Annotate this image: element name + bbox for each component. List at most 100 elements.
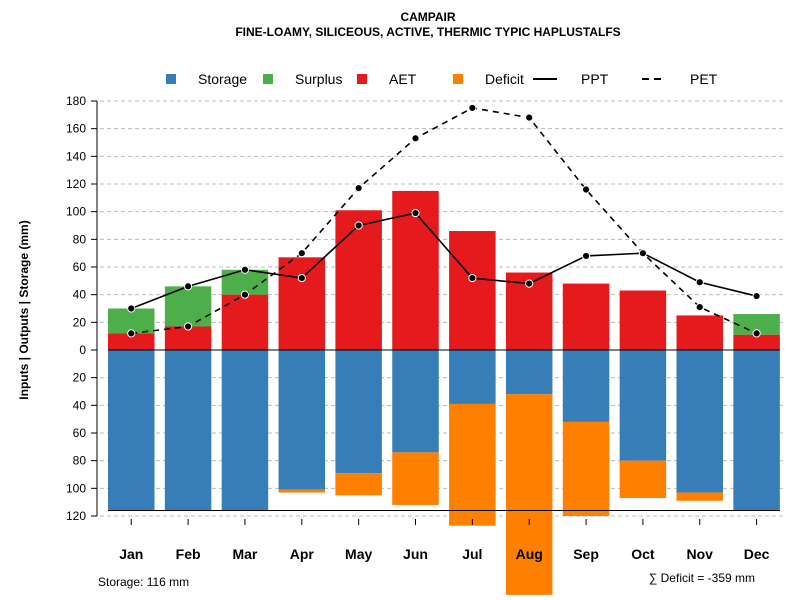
pet-point <box>354 184 363 193</box>
legend-label-pet: PET <box>690 71 718 87</box>
ppt-point <box>695 278 704 287</box>
pet-line <box>131 107 757 335</box>
pet-point <box>525 113 534 122</box>
storage-bar-jul <box>449 350 496 404</box>
y-tick-label: 40 <box>73 288 87 302</box>
storage-bar-jan <box>108 350 155 511</box>
storage-bar-feb <box>164 350 212 511</box>
pet-point <box>581 185 591 194</box>
y-tick-label: 100 <box>66 205 86 219</box>
storage-bar-aug <box>505 350 553 395</box>
pet-point <box>127 329 136 338</box>
storage-bar-nov <box>676 350 723 493</box>
aet-bar-dec <box>733 334 780 350</box>
pet-point <box>752 329 761 338</box>
storage-bar-apr <box>278 350 326 490</box>
month-label-mar: Mar <box>232 546 257 562</box>
chart-title: CAMPAIR <box>400 10 455 24</box>
pet-point <box>240 290 250 299</box>
legend-label-storage: Storage <box>198 71 247 87</box>
deficit-bar-apr <box>278 489 326 493</box>
y-tick-label: 180 <box>66 94 86 108</box>
y-tick-label: 120 <box>66 509 86 523</box>
aet-bar-oct <box>619 290 667 350</box>
x-axis: Jan Feb Mar Apr May Jun Jul Aug Sep Oct Nov Dec <box>119 519 770 562</box>
pet-point <box>695 303 704 312</box>
surplus-bar-jan <box>108 308 155 334</box>
aet-bar-feb <box>164 326 212 350</box>
deficit-bar-aug <box>505 394 553 595</box>
month-label-may: May <box>345 546 372 562</box>
aet-bar-jun <box>392 190 439 350</box>
aet-bar-may <box>335 210 382 350</box>
deficit-bar-sep <box>562 421 610 516</box>
legend-label-deficit: Deficit <box>485 71 524 87</box>
ppt-point <box>752 291 761 301</box>
ppt-point <box>411 208 420 218</box>
month-label-apr: Apr <box>290 546 315 562</box>
legend-swatch-surplus <box>263 74 273 84</box>
deficit-bar-jun <box>392 452 439 505</box>
y-tick-label: 80 <box>73 454 87 468</box>
ppt-point <box>184 282 193 291</box>
legend-label-aet: AET <box>389 71 417 87</box>
y-tick-label: 60 <box>73 260 87 274</box>
aet-bar-jul <box>449 231 496 350</box>
deficit-sum-label: ∑ Deficit = -359 mm <box>649 571 755 585</box>
month-label-jul: Jul <box>462 546 482 562</box>
y-tick-label: 140 <box>66 149 86 163</box>
aet-bar-apr <box>278 257 326 350</box>
y-tick-label: 160 <box>66 122 86 136</box>
y-tick-label: 120 <box>66 177 86 191</box>
ppt-line <box>130 212 757 310</box>
ppt-point <box>297 273 306 283</box>
deficit-bar-may <box>335 473 382 496</box>
deficit-bar-nov <box>676 492 723 501</box>
ppt-point <box>354 221 363 230</box>
deficit-bar-jul <box>449 403 496 526</box>
storage-bar-sep <box>562 350 610 422</box>
storage-bar-oct <box>619 350 667 461</box>
surplus-bar-dec <box>733 314 780 335</box>
ppt-point <box>638 249 648 258</box>
storage-bar-dec <box>733 350 780 511</box>
y-tick-label: 60 <box>73 426 87 440</box>
month-label-dec: Dec <box>744 546 770 562</box>
y-axis-title: Inputs | Outputs | Storage (mm) <box>17 220 31 399</box>
month-label-nov: Nov <box>687 546 714 562</box>
y-tick-label: 80 <box>73 232 87 246</box>
y-tick-label: 20 <box>73 315 87 329</box>
chart-subtitle: FINE-LOAMY, SILICEOUS, ACTIVE, THERMIC T… <box>235 25 620 39</box>
bars <box>108 190 780 595</box>
ppt-point <box>525 279 534 288</box>
storage-capacity-label: Storage: 116 mm <box>98 575 189 589</box>
month-label-jun: Jun <box>403 546 428 562</box>
y-tick-label: 40 <box>73 398 87 412</box>
pet-point <box>411 134 420 143</box>
storage-bar-mar <box>221 350 269 511</box>
aet-bar-nov <box>676 315 723 350</box>
pet-point <box>184 322 193 331</box>
aet-bar-jan <box>108 333 155 350</box>
y-axis: 180 160 140 120 100 80 60 40 20 0 20 40 60 80 100 120 <box>66 94 98 523</box>
legend-swatch-aet <box>357 74 367 84</box>
month-label-jan: Jan <box>119 546 143 562</box>
ppt-point <box>127 304 136 313</box>
ppt-point <box>240 265 250 274</box>
month-label-oct: Oct <box>631 546 655 562</box>
storage-bar-may <box>335 350 382 474</box>
y-tick-label: 20 <box>73 371 87 385</box>
aet-bar-sep <box>562 283 610 350</box>
storage-bar-jun <box>392 350 439 453</box>
month-label-feb: Feb <box>176 546 201 562</box>
month-label-aug: Aug <box>516 546 543 562</box>
pet-point <box>297 249 306 258</box>
legend-swatch-deficit <box>453 74 463 84</box>
legend-label-surplus: Surplus <box>295 71 342 87</box>
legend: Storage Surplus AET Deficit PPT PET <box>166 71 718 87</box>
ppt-point <box>581 251 591 261</box>
lines <box>127 103 761 338</box>
legend-swatch-storage <box>166 74 176 84</box>
pet-point <box>468 103 477 113</box>
